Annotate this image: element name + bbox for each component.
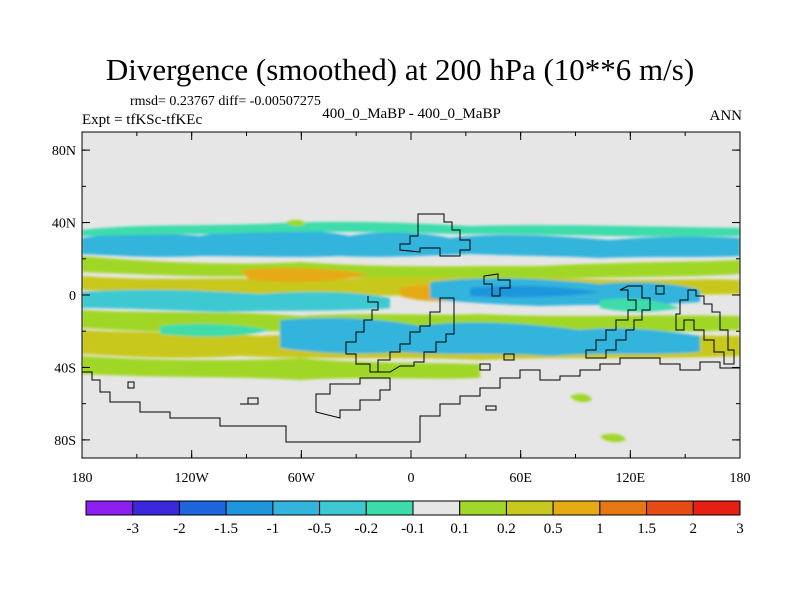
divergence-field — [82, 219, 740, 443]
field-band-cyan-south — [280, 318, 700, 356]
lon-tick-label: 180 — [72, 471, 93, 486]
outline-continent-east — [483, 273, 511, 297]
colorbar-box — [132, 500, 180, 516]
colorbar-label: 1 — [596, 521, 604, 537]
colorbar-box — [459, 500, 507, 516]
field-band-teal-south — [160, 298, 680, 337]
lon-tick-label: 120E — [616, 471, 646, 486]
colorbar-label: -1.5 — [214, 521, 238, 537]
lat-tick-label: 40S — [54, 361, 76, 376]
colorbar-box — [692, 500, 741, 516]
field-spot-green-1 — [570, 393, 592, 403]
season-label: ANN — [709, 108, 743, 124]
field-band-cyan-north — [82, 229, 740, 258]
longitude-axis: 180 120W 60W 0 60E 120E 180 — [72, 132, 751, 486]
case-label: 400_0_MaBP - 400_0_MaBP — [322, 106, 501, 122]
colorbar-box — [552, 500, 601, 516]
latitude-axis: 80N 40N 0 40S 80S — [52, 144, 740, 449]
experiment-label: Expt = tfKSc-tfKEc — [82, 112, 203, 128]
colorbar-box — [412, 500, 461, 516]
outline-continent-islands — [127, 381, 497, 411]
outline-continent-small-east — [479, 285, 665, 371]
colorbar: -3 -2 -1.5 -1 -0.5 -0.2 -0.1 0.1 0.2 0.5 1 1.5 2 3 — [85, 500, 744, 537]
continent-outlines — [82, 213, 740, 443]
outline-continent-southern-inner — [315, 377, 391, 419]
colorbar-box — [646, 500, 694, 516]
colorbar-label: -2 — [173, 521, 186, 537]
colorbar-label: 2 — [690, 521, 698, 537]
colorbar-label: 0.2 — [497, 521, 516, 537]
colorbar-label: 3 — [736, 521, 744, 537]
colorbar-label: 0.1 — [450, 521, 469, 537]
lon-tick-label: 120W — [175, 471, 210, 486]
field-spot-green-2 — [600, 433, 626, 443]
lon-tick-label: 60W — [288, 471, 316, 486]
colorbar-label: -0.5 — [308, 521, 332, 537]
colorbar-label: -3 — [126, 521, 139, 537]
outline-continent-central — [345, 296, 455, 373]
colorbar-box — [225, 500, 274, 516]
field-band-orange-eq — [240, 267, 480, 302]
colorbar-label: -0.2 — [354, 521, 378, 537]
field-band-blue-eq — [470, 285, 600, 298]
field-band-green-far-south — [82, 356, 480, 380]
colorbar-box — [178, 500, 227, 516]
lon-tick-label: 180 — [730, 471, 751, 486]
field-band-cyan-west — [82, 289, 390, 312]
colorbar-label: 1.5 — [637, 521, 656, 537]
colorbar-box — [85, 500, 134, 516]
lon-tick-label: 0 — [408, 471, 415, 486]
colorbar-box — [319, 500, 367, 516]
lat-tick-label: 40N — [52, 217, 76, 232]
rmsd-diff-stats: rmsd= 0.23767 diff= -0.00507275 — [130, 94, 321, 109]
lon-tick-label: 60E — [509, 471, 532, 486]
colorbar-box — [365, 500, 414, 516]
colorbar-label: -1 — [267, 521, 280, 537]
colorbar-label: 0.5 — [544, 521, 563, 537]
outline-continent-north — [399, 213, 471, 257]
lat-tick-label: 80N — [52, 144, 76, 159]
outline-continent-maritime — [585, 285, 651, 359]
colorbar-box — [272, 500, 321, 516]
colorbar-label: -0.1 — [401, 521, 425, 537]
lat-tick-label: 80S — [54, 434, 76, 449]
outline-continent-far-east — [675, 289, 735, 365]
plot-title: Divergence (smoothed) at 200 hPa (10**6 … — [105, 52, 695, 87]
colorbar-box — [505, 500, 554, 516]
field-band-teal-north — [82, 221, 740, 237]
field-spot-green-3 — [286, 219, 306, 227]
colorbar-box — [599, 500, 648, 516]
outline-continent-southern — [82, 357, 740, 443]
lat-tick-label: 0 — [69, 289, 76, 304]
